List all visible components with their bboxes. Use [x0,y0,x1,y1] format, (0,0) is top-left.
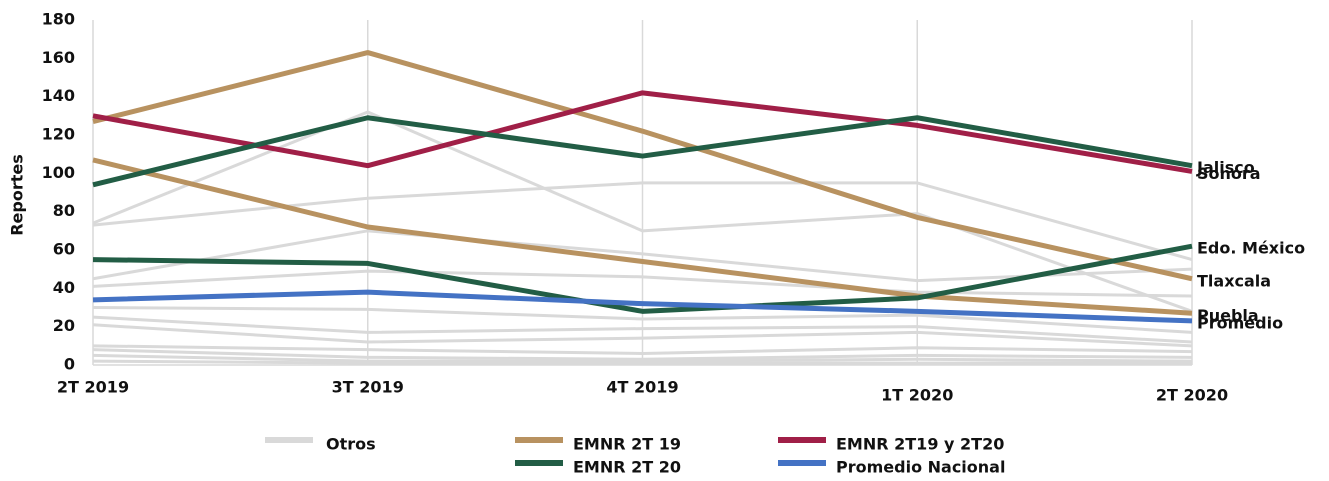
y-tick-label: 140 [42,86,75,105]
series-line [92,115,1193,188]
end-label: Puebla [1197,306,1259,325]
other-line [92,348,1193,361]
other-line [92,359,1192,365]
x-tick-label: 2T 2020 [1156,386,1228,405]
other-line [92,323,1193,348]
x-tick-label: 3T 2019 [332,378,404,397]
y-axis-label: Reportes [8,154,27,236]
other-line [92,353,1193,363]
y-tick-label: 60 [53,240,75,259]
end-label: Promedio [1197,313,1283,332]
end-label: Edo. México [1197,239,1305,258]
legend-label: Otros [326,435,376,454]
series-line [92,289,1193,324]
y-tick-label: 80 [53,201,75,220]
other-line [92,229,1193,283]
y-tick-label: 0 [64,355,75,374]
series-line [92,243,1193,314]
legend-label: EMNR 2T 19 [573,435,681,454]
other-line [92,306,1193,334]
y-tick-label: 40 [53,278,75,297]
y-tick-label: 160 [42,48,75,67]
end-label: Sonora [1197,164,1261,183]
other-line [92,269,1193,298]
legend-label: EMNR 2T 20 [573,458,681,477]
x-tick-label: 1T 2020 [881,386,953,405]
y-tick-label: 120 [42,125,75,144]
y-tick-label: 180 [42,10,75,29]
other-line [92,315,1193,344]
legend-label: EMNR 2T19 y 2T20 [836,435,1004,454]
other-line [92,344,1193,355]
series-line [92,157,1193,316]
legend-label: Promedio Nacional [836,458,1005,477]
end-label: Jalisco [1196,158,1255,177]
y-tick-label: 20 [53,316,75,335]
end-label: Tlaxcala [1197,271,1271,290]
x-tick-label: 4T 2019 [606,378,678,397]
y-tick-label: 100 [42,163,75,182]
series-line [92,90,1193,174]
x-tick-label: 2T 2019 [57,378,129,397]
series-line [92,50,1193,282]
